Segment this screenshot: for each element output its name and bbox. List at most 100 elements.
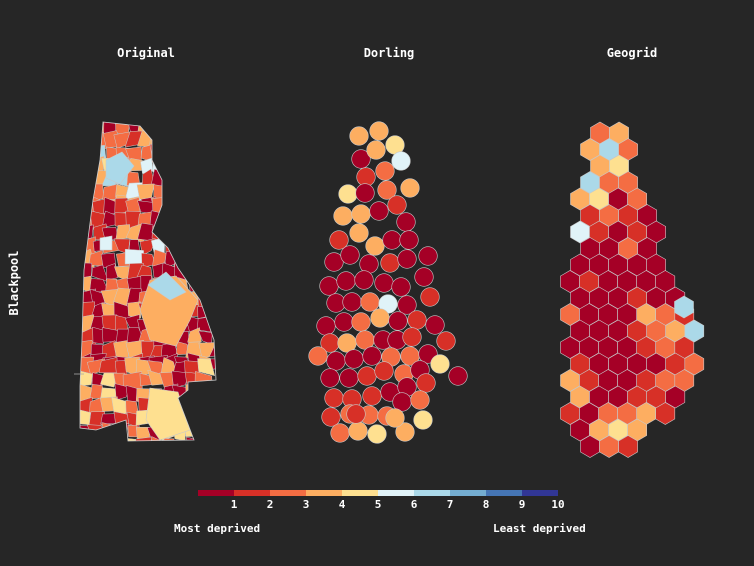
dorling-circle xyxy=(349,223,369,243)
legend-tick-7: 7 xyxy=(446,498,454,511)
dorling-circle xyxy=(316,316,336,336)
legend-tick-10: 10 xyxy=(551,498,565,511)
original-region xyxy=(188,275,204,292)
legend-tick-3: 3 xyxy=(302,498,310,511)
geogrid-hex xyxy=(684,319,705,343)
dorling-circle xyxy=(334,312,354,332)
original-region xyxy=(197,287,213,308)
original-region xyxy=(136,183,155,200)
original-region xyxy=(165,237,181,254)
dorling-circle xyxy=(400,178,420,198)
dorling-circle xyxy=(349,126,369,146)
dorling-circle xyxy=(346,404,366,424)
dorling-circle xyxy=(396,212,416,232)
dorling-circle xyxy=(391,277,411,297)
original-region xyxy=(163,122,177,133)
dorling-circle xyxy=(339,368,359,388)
legend-swatch-5 xyxy=(342,490,378,496)
original-region xyxy=(196,274,216,293)
dorling-circle xyxy=(342,292,362,312)
original-region xyxy=(162,132,179,150)
dorling-circle xyxy=(348,421,368,441)
dorling-circle xyxy=(418,246,438,266)
dorling-circle xyxy=(366,140,386,160)
original-region xyxy=(199,263,216,281)
original-region xyxy=(208,341,216,358)
dorling-circle xyxy=(357,366,377,386)
original-region xyxy=(123,438,140,441)
original-region xyxy=(164,224,178,239)
original-region xyxy=(187,327,202,343)
dorling-circle xyxy=(336,271,356,291)
original-region xyxy=(80,143,97,159)
original-region xyxy=(80,134,97,149)
original-region xyxy=(161,438,176,441)
dorling-circle xyxy=(425,315,445,335)
geogrid-hex xyxy=(655,402,676,425)
original-region xyxy=(208,301,216,319)
dorling-circle xyxy=(351,204,371,224)
legend-tick-5: 5 xyxy=(374,498,382,511)
dorling-circle xyxy=(388,311,408,331)
original-region xyxy=(161,169,179,186)
dorling-circle xyxy=(326,351,346,371)
dorling-circle xyxy=(324,388,344,408)
dorling-circle xyxy=(333,206,353,226)
dorling-circle xyxy=(360,292,380,312)
dorling-circle xyxy=(320,368,340,388)
original-region xyxy=(135,436,153,441)
original-region xyxy=(112,438,130,441)
dorling-circle xyxy=(413,410,433,430)
dorling-circle xyxy=(374,273,394,293)
original-region xyxy=(92,326,106,345)
legend-swatch-9 xyxy=(486,490,522,496)
dorling-circle xyxy=(319,276,339,296)
original-region xyxy=(161,146,178,163)
dorling-circle xyxy=(420,287,440,307)
legend-swatch-10 xyxy=(522,490,558,496)
dorling-circle xyxy=(380,253,400,273)
original-region xyxy=(100,437,118,441)
geogrid-hex xyxy=(618,435,638,458)
original-region xyxy=(197,358,216,377)
original-region xyxy=(80,122,95,135)
dorling-circle xyxy=(430,354,450,374)
dorling-circle xyxy=(397,295,417,315)
original-region xyxy=(111,423,129,441)
original-region xyxy=(80,436,95,441)
dorling-circle xyxy=(387,195,407,215)
dorling-circle xyxy=(377,180,397,200)
legend-swatch-4 xyxy=(306,490,342,496)
original-region xyxy=(195,386,212,403)
legend-high-label: Least deprived xyxy=(493,522,586,535)
legend-tick-8: 8 xyxy=(482,498,490,511)
geogrid-map xyxy=(560,121,705,458)
legend-swatch-7 xyxy=(414,490,450,496)
legend-low-label: Most deprived xyxy=(174,522,261,535)
original-region xyxy=(80,169,97,188)
title-dorling: Dorling xyxy=(363,46,415,60)
legend-tick-9: 9 xyxy=(518,498,526,511)
original-region xyxy=(172,215,191,229)
original-region xyxy=(149,122,168,138)
dorling-circle xyxy=(416,373,436,393)
dorling-circle xyxy=(355,183,375,203)
original-region xyxy=(210,276,216,294)
original-region xyxy=(176,201,191,218)
original-region xyxy=(80,157,95,174)
original-region xyxy=(173,224,193,241)
title-geogrid: Geogrid xyxy=(606,46,658,60)
legend-tick-4: 4 xyxy=(338,498,346,511)
dorling-circle xyxy=(374,361,394,381)
dorling-circle xyxy=(340,245,360,265)
original-region xyxy=(162,184,181,201)
original-region xyxy=(86,437,103,441)
original-region xyxy=(163,214,180,226)
dorling-circle xyxy=(397,249,417,269)
original-region xyxy=(100,372,118,388)
original-region xyxy=(162,196,180,215)
dorling-circle xyxy=(448,366,468,386)
dorling-circle xyxy=(338,184,358,204)
dorling-circle xyxy=(324,252,344,272)
